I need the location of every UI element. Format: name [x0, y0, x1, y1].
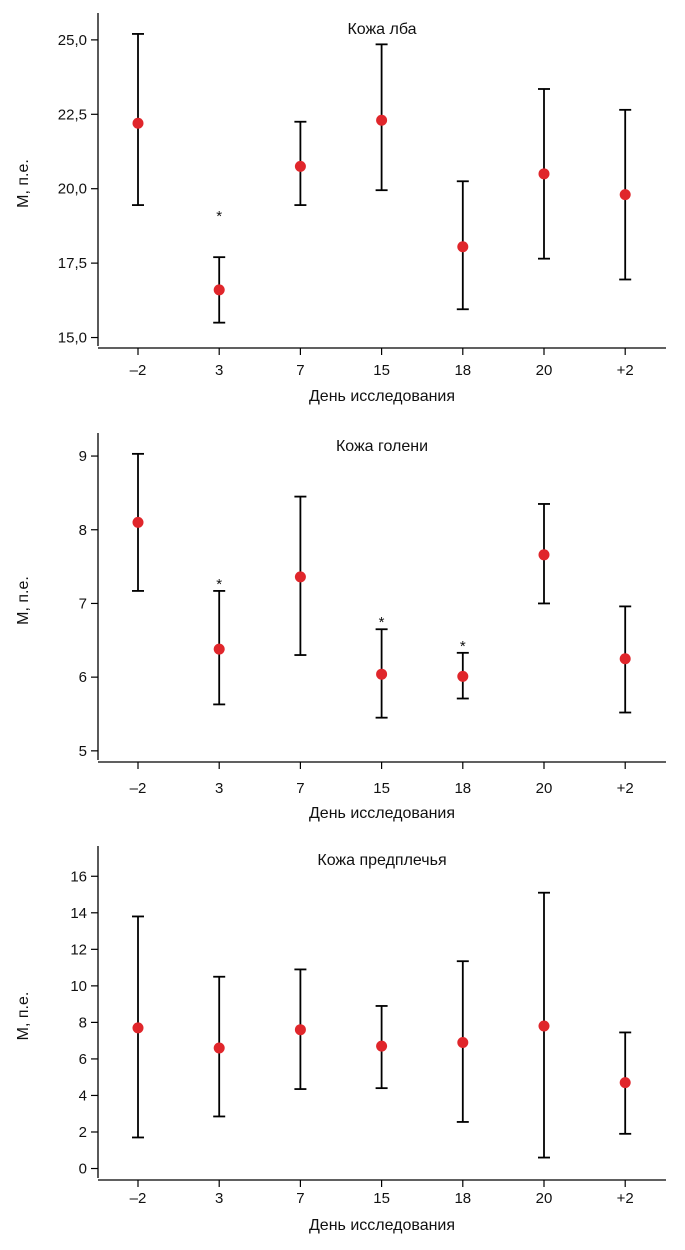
x-tick-label: 3	[215, 1190, 223, 1207]
data-point	[213, 284, 225, 296]
data-point	[619, 1077, 631, 1089]
x-tick-label: 3	[215, 780, 223, 797]
data-point	[457, 1036, 469, 1048]
y-tick-label: 8	[79, 522, 87, 539]
y-tick-label: 4	[79, 1087, 87, 1104]
data-point	[132, 117, 144, 129]
y-tick-label: 17,5	[58, 255, 87, 272]
data-point	[619, 653, 631, 665]
y-tick-label: 2	[79, 1124, 87, 1141]
y-tick-label: 6	[79, 1051, 87, 1068]
x-tick-label: +2	[617, 362, 634, 379]
x-axis-title: День исследования	[309, 1217, 455, 1234]
x-tick-label: 7	[296, 1190, 304, 1207]
x-tick-label: –2	[130, 1190, 147, 1207]
y-tick-label: 25,0	[58, 32, 87, 49]
y-tick-label: 9	[79, 448, 87, 465]
significance-mark: *	[216, 208, 222, 225]
data-point	[376, 668, 388, 680]
data-point	[132, 516, 144, 528]
x-tick-label: 20	[536, 1190, 553, 1207]
data-point	[538, 168, 550, 180]
data-point	[213, 643, 225, 655]
y-tick-label: 22,5	[58, 106, 87, 123]
y-tick-label: 16	[70, 868, 87, 885]
x-tick-label: 3	[215, 362, 223, 379]
x-tick-label: +2	[617, 1190, 634, 1207]
y-tick-label: 12	[70, 941, 87, 958]
x-axis-title: День исследования	[309, 805, 455, 822]
y-tick-label: 14	[70, 905, 87, 922]
y-axis-title: М, п.е.	[15, 576, 32, 625]
data-point	[619, 189, 631, 201]
y-tick-label: 15,0	[58, 330, 87, 347]
chart-panel-2: Кожа голени 9 8 7 6 5 М, п.е. –2 3 7 15 18 20 +2 День …	[15, 433, 666, 822]
significance-mark: *	[460, 638, 466, 655]
y-tick-label: 5	[79, 743, 87, 760]
data-point	[132, 1022, 144, 1034]
significance-mark: *	[216, 576, 222, 593]
x-tick-label: +2	[617, 780, 634, 797]
data-point	[376, 1040, 388, 1052]
x-tick-label: 15	[373, 780, 390, 797]
x-tick-label: 18	[454, 780, 471, 797]
x-axis-title: День исследования	[309, 388, 455, 405]
x-tick-label: 20	[536, 780, 553, 797]
data-point	[294, 571, 306, 583]
significance-mark: *	[379, 614, 385, 631]
x-tick-label: 7	[296, 362, 304, 379]
y-tick-label: 20,0	[58, 181, 87, 198]
y-tick-label: 10	[70, 978, 87, 995]
data-point	[294, 1024, 306, 1036]
y-tick-label: 6	[79, 669, 87, 686]
x-tick-label: 7	[296, 780, 304, 797]
x-tick-label: –2	[130, 780, 147, 797]
data-point	[457, 241, 469, 253]
y-axis-title: М, п.е.	[15, 159, 32, 208]
x-tick-label: –2	[130, 362, 147, 379]
y-tick-label: 0	[79, 1161, 87, 1178]
data-point	[538, 1020, 550, 1032]
data-point	[457, 670, 469, 682]
y-tick-label: 7	[79, 595, 87, 612]
y-axis-title: М, п.е.	[15, 992, 32, 1041]
data-point	[213, 1042, 225, 1054]
data-point	[376, 114, 388, 126]
data-point	[294, 160, 306, 172]
chart-title: Кожа предплечья	[317, 852, 446, 869]
data-point	[538, 549, 550, 561]
chart-panel-1: Кожа лба 25,0 22,5 20,0 17,5 15,0 М, п.е. –2 3 7 1…	[15, 13, 666, 405]
x-tick-label: 18	[454, 362, 471, 379]
chart-title: Кожа лба	[347, 21, 416, 38]
y-tick-label: 8	[79, 1014, 87, 1031]
x-tick-label: 15	[373, 1190, 390, 1207]
x-tick-label: 20	[536, 362, 553, 379]
x-tick-label: 18	[454, 1190, 471, 1207]
chart-title: Кожа голени	[336, 438, 428, 455]
x-tick-label: 15	[373, 362, 390, 379]
